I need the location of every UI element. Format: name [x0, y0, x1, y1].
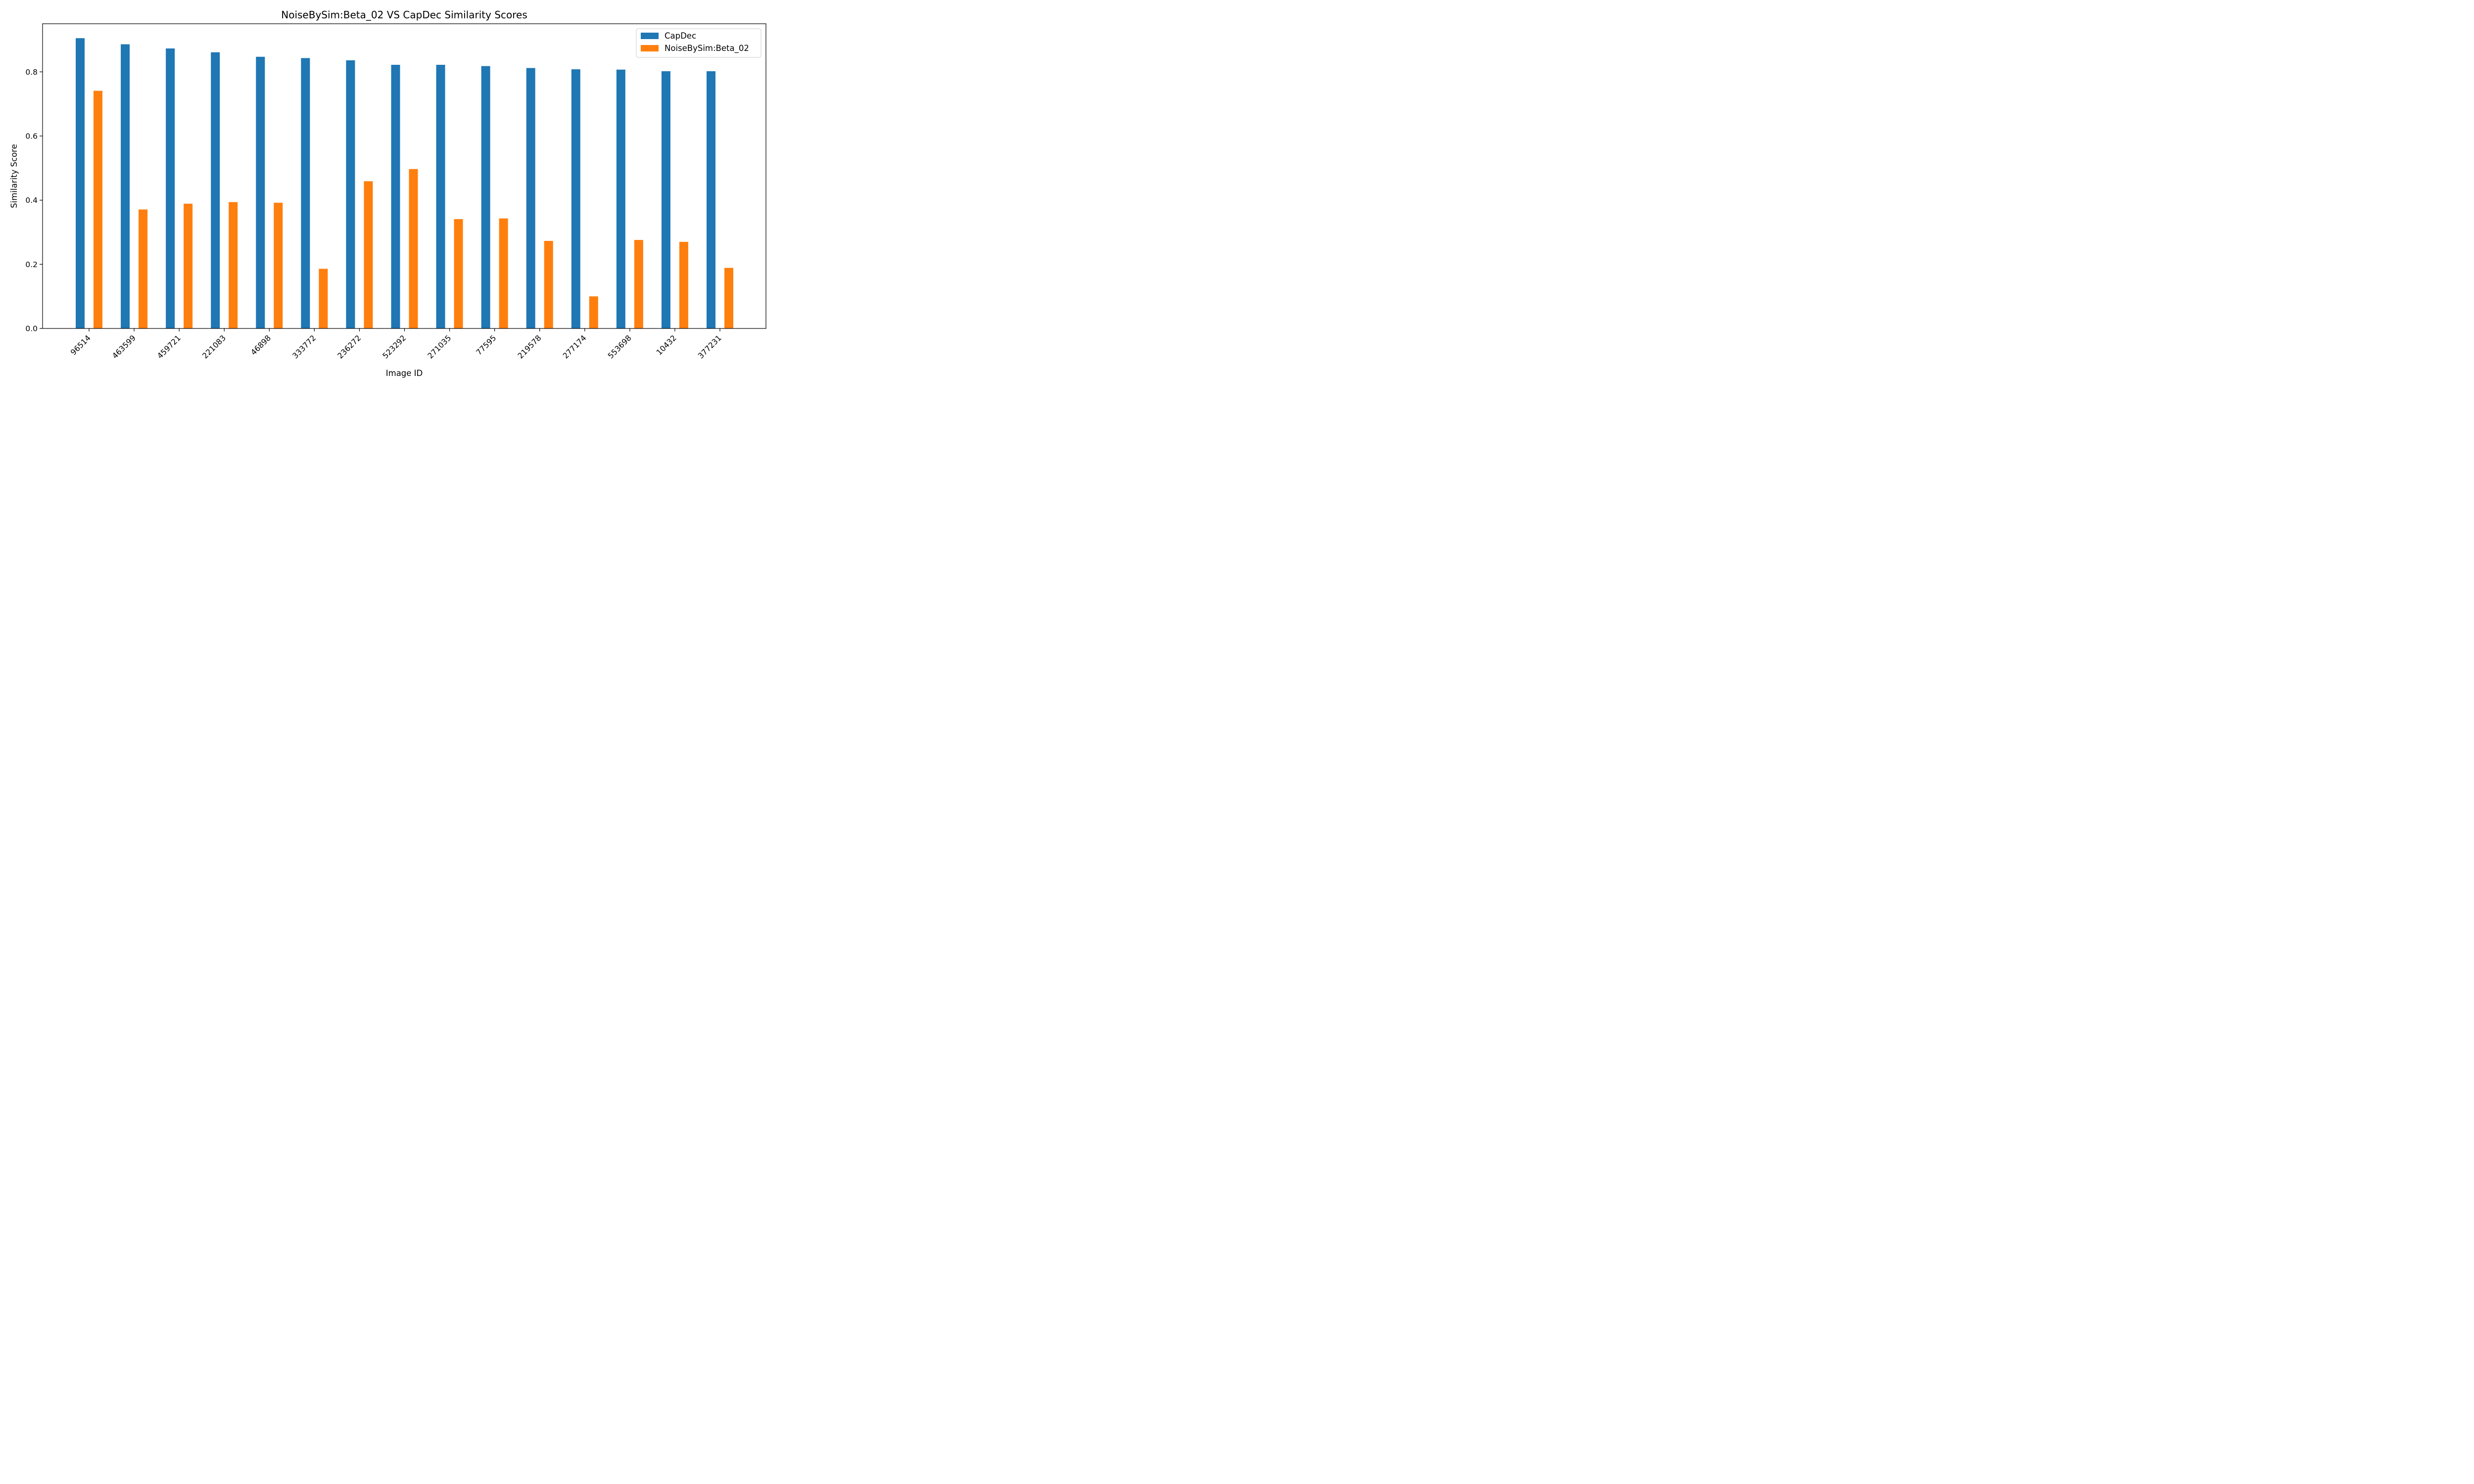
x-tick-label: 333772 — [291, 333, 318, 361]
y-tick-label: 0.0 — [25, 325, 38, 333]
bar-noisebysim-46898 — [274, 202, 283, 328]
bar-noisebysim-333772 — [319, 269, 328, 328]
legend-swatch-capdec — [641, 33, 659, 39]
x-tick-label: 10432 — [655, 333, 678, 357]
legend-label-noisebysim: NoiseBySim:Beta_02 — [665, 44, 749, 53]
bar-noisebysim-221083 — [229, 202, 238, 328]
bar-noisebysim-10432 — [679, 241, 688, 328]
bar-capdec-277174 — [571, 69, 580, 328]
bar-capdec-553698 — [616, 69, 625, 329]
chart-title: NoiseBySim:Beta_02 VS CapDec Similarity … — [281, 9, 527, 21]
bar-capdec-221083 — [211, 52, 220, 328]
y-tick-label: 0.6 — [25, 132, 38, 140]
x-tick-label: 221083 — [200, 333, 228, 361]
bar-capdec-219578 — [526, 68, 535, 329]
bar-capdec-271035 — [436, 65, 445, 328]
x-tick-label: 377231 — [696, 333, 723, 361]
legend: CapDec NoiseBySim:Beta_02 — [636, 28, 761, 58]
bar-capdec-236272 — [346, 60, 355, 329]
bar-capdec-46898 — [256, 56, 265, 329]
y-axis: 0.0 0.2 0.4 0.6 0.8 — [25, 68, 43, 333]
bar-noisebysim-277174 — [589, 296, 598, 328]
plot-frame — [42, 23, 766, 329]
x-tick-label: 277174 — [561, 333, 588, 361]
bar-noisebysim-96514 — [94, 91, 102, 328]
bar-capdec-459721 — [166, 48, 175, 329]
bars-group — [76, 38, 733, 329]
x-tick-label: 77595 — [475, 333, 498, 357]
bar-noisebysim-271035 — [454, 219, 463, 328]
bar-capdec-377231 — [707, 71, 715, 329]
bar-capdec-463599 — [121, 44, 130, 328]
x-tick-label: 46898 — [249, 333, 273, 357]
bar-capdec-333772 — [301, 58, 310, 328]
x-tick-label: 236272 — [336, 333, 363, 361]
bar-chart: NoiseBySim:Beta_02 VS CapDec Similarity … — [9, 9, 766, 378]
x-tick-label: 523292 — [381, 333, 408, 361]
y-tick-label: 0.8 — [25, 68, 38, 77]
x-tick-label: 271035 — [426, 333, 453, 361]
x-tick-label: 459721 — [155, 333, 183, 361]
legend-swatch-noisebysim — [641, 45, 659, 51]
bar-noisebysim-236272 — [364, 181, 373, 328]
bar-noisebysim-219578 — [544, 240, 553, 328]
bar-capdec-523292 — [391, 65, 400, 328]
y-tick-label: 0.4 — [25, 196, 38, 205]
bar-noisebysim-77595 — [499, 218, 508, 328]
bar-noisebysim-459721 — [184, 203, 193, 328]
bar-capdec-96514 — [76, 38, 85, 329]
bar-noisebysim-523292 — [409, 169, 418, 328]
legend-box — [636, 28, 761, 58]
x-tick-label: 553698 — [606, 333, 633, 361]
bar-noisebysim-463599 — [139, 209, 148, 328]
bar-noisebysim-553698 — [634, 240, 643, 328]
bar-capdec-77595 — [481, 66, 490, 329]
bar-capdec-10432 — [661, 71, 670, 329]
bar-noisebysim-377231 — [724, 268, 733, 328]
x-tick-label: 96514 — [69, 333, 93, 357]
y-axis-label: Similarity Score — [9, 144, 19, 208]
y-tick-label: 0.2 — [25, 260, 38, 269]
x-tick-label: 219578 — [516, 333, 543, 361]
x-axis-label: Image ID — [386, 369, 423, 378]
x-axis: 96514 463599 459721 221083 46898 333772 236272… — [69, 328, 723, 361]
x-tick-label: 463599 — [110, 333, 138, 361]
legend-label-capdec: CapDec — [665, 31, 696, 41]
